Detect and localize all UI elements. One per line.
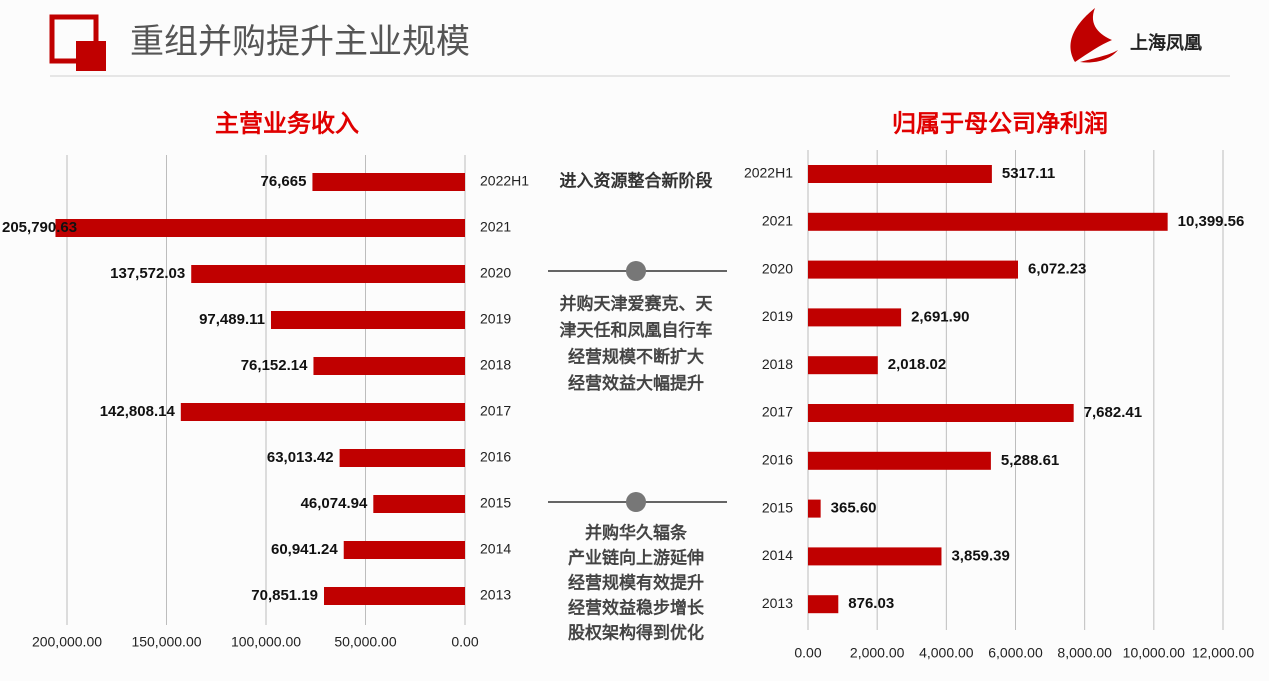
annotations: 进入资源整合新阶段并购天津爱赛克、天津天任和凤凰自行车经营规模不断扩大经营效益大… [548,170,727,642]
value-label: 76,665 [261,173,307,190]
category-label: 2016 [762,452,793,468]
x-tick-label: 150,000.00 [131,634,201,650]
category-label: 2014 [480,541,511,557]
x-tick-label: 8,000.00 [1057,645,1112,661]
bar [313,357,465,375]
charts: 主营业务收入 0.00 50,000.00 100,000.00 150,000.00 2… [2,109,1254,660]
value-label: 6,072.23 [1028,261,1086,278]
value-label: 60,941.24 [271,541,338,558]
category-label: 2019 [480,311,511,327]
title-icon-fill [76,41,106,71]
value-label: 2,018.02 [888,356,946,373]
value-label: 876.03 [848,595,894,612]
slide-title: 重组并购提升主业规模 [130,23,470,61]
x-tick-label: 2,000.00 [850,645,905,661]
bar [808,356,878,375]
x-tick-label: 4,000.00 [919,645,974,661]
bar [343,541,465,559]
milestone-text: 并购华久辐条 [585,522,688,542]
value-label: 137,572.03 [110,265,185,282]
bar [808,404,1074,422]
bar [808,165,992,183]
x-tick-label: 10,000.00 [1123,645,1185,661]
logo-text: 上海凤凰 [1130,32,1202,53]
bar [339,449,465,467]
value-label: 142,808.14 [100,403,176,420]
value-label: 63,013.42 [267,449,334,466]
value-label: 5317.11 [1002,165,1055,182]
value-label: 5,288.61 [1001,452,1059,469]
category-label: 2017 [762,404,793,420]
milestone-text: 经营效益稳步增长 [568,597,705,617]
value-label: 365.60 [831,500,877,517]
category-label: 2013 [480,587,511,603]
x-tick-label: 0.00 [794,645,821,661]
value-label: 70,851.19 [251,587,318,604]
category-label: 2020 [480,265,511,281]
bar [373,495,465,513]
bar [808,260,1018,279]
bar [808,212,1168,231]
value-label: 3,859.39 [951,547,1009,564]
bar [808,547,942,566]
category-label: 2022H1 [480,173,529,189]
bar [808,451,991,470]
x-tick-label: 200,000.00 [32,634,102,650]
value-label: 2,691.90 [911,308,969,325]
value-label: 10,399.56 [1178,213,1245,230]
category-label: 2021 [480,219,511,235]
x-tick-label: 100,000.00 [231,634,301,650]
category-label: 2015 [762,499,793,515]
milestone-dot [626,261,646,281]
category-label: 2022H1 [744,165,793,181]
chart-title: 归属于母公司净利润 [892,109,1108,137]
x-tick-label: 50,000.00 [334,634,396,650]
category-label: 2020 [762,260,793,276]
milestone-text: 经营效益大幅提升 [568,373,704,393]
stage-note: 进入资源整合新阶段 [560,170,713,190]
bar [324,587,465,605]
bar [191,265,465,283]
category-label: 2014 [762,547,793,563]
category-label: 2018 [762,356,793,372]
bar [312,173,465,191]
category-label: 2013 [762,595,793,611]
x-tick-label: 6,000.00 [988,645,1043,661]
chart-title: 主营业务收入 [215,109,359,137]
value-label: 46,074.94 [301,495,368,512]
value-label: 7,682.41 [1084,404,1142,421]
category-label: 2015 [480,495,511,511]
milestone-text: 产业链向上游延伸 [568,547,704,567]
milestone-text: 经营规模不断扩大 [568,346,704,366]
milestone-dot [626,492,646,512]
milestone-text: 津天任和凤凰自行车 [560,320,713,340]
category-label: 2018 [480,357,511,373]
bar [808,595,839,614]
milestone-text: 并购天津爱赛克、天 [560,293,714,313]
milestone-text: 经营规模有效提升 [568,572,704,592]
category-label: 2016 [480,449,511,465]
bar [808,308,902,327]
value-label: 76,152.14 [241,357,308,374]
category-label: 2019 [762,308,793,324]
bar [270,311,465,329]
category-label: 2021 [762,213,793,229]
bar [808,499,821,518]
logo-mark [1070,8,1118,63]
category-label: 2017 [480,403,511,419]
x-tick-label: 12,000.00 [1192,645,1254,661]
value-label: 205,790.63 [2,219,77,236]
title-icon-outline [49,14,99,64]
value-label: 97,489.11 [199,311,265,328]
milestone-text: 股权架构得到优化 [568,622,704,642]
bar [180,403,465,421]
x-tick-label: 0.00 [451,634,478,650]
bar [55,219,465,237]
